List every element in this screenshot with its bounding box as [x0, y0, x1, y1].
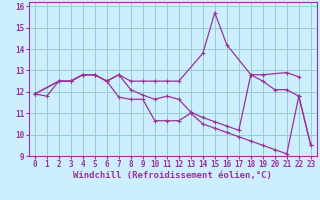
X-axis label: Windchill (Refroidissement éolien,°C): Windchill (Refroidissement éolien,°C)	[73, 171, 272, 180]
